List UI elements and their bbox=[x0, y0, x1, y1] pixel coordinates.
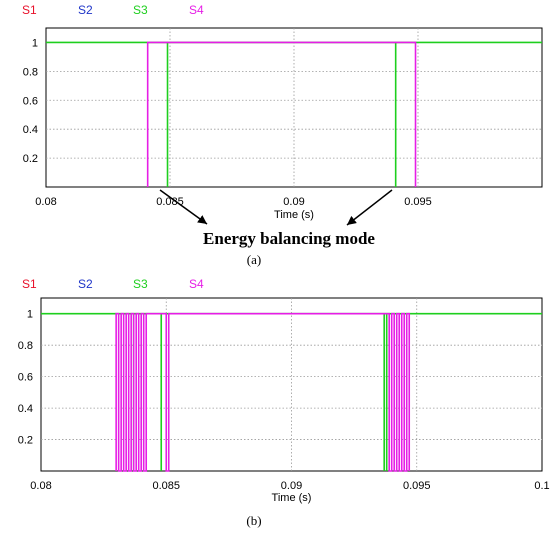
x-tick-label: 0.095 bbox=[404, 196, 432, 208]
legend-s2: S2 bbox=[78, 3, 93, 17]
legend-s3: S3 bbox=[133, 277, 148, 291]
y-tick-label: 1 bbox=[27, 309, 33, 321]
legend-s4: S4 bbox=[189, 277, 204, 291]
legend-s3: S3 bbox=[133, 3, 148, 17]
x-tick-label: 0.095 bbox=[403, 480, 431, 492]
y-tick-label: 0.4 bbox=[18, 403, 33, 415]
y-tick-label: 0.8 bbox=[18, 340, 33, 352]
x-tick-label: 0.09 bbox=[283, 196, 304, 208]
legend-s2: S2 bbox=[78, 277, 93, 291]
legend-s1: S1 bbox=[22, 277, 37, 291]
panel-b: S1 S2 S3 S4 0.2 0.4 0.6 0.8 1 0.08 0.085 0.09 0.095 0… bbox=[18, 277, 550, 528]
x-axis-label: Time (s) bbox=[274, 209, 314, 221]
y-tick-label: 1 bbox=[32, 37, 38, 49]
y-tick-label: 0.8 bbox=[23, 66, 38, 78]
panel-a: S1 S2 S3 S4 0.2 0.4 0.6 0.8 1 0.08 0.085 0.09 0.095 T… bbox=[22, 3, 543, 267]
y-tick-label: 0.2 bbox=[18, 435, 33, 447]
x-axis-label: Time (s) bbox=[272, 492, 312, 504]
y-tick-label: 0.6 bbox=[23, 95, 38, 107]
x-tick-label: 0.08 bbox=[30, 480, 51, 492]
legend-s1: S1 bbox=[22, 3, 37, 17]
plot-frame bbox=[45, 27, 543, 188]
annotation-arrow-left bbox=[159, 189, 208, 225]
y-tick-label: 0.6 bbox=[18, 372, 33, 384]
y-tick-label: 0.4 bbox=[23, 124, 38, 136]
panel-caption: (a) bbox=[247, 252, 261, 267]
x-tick-label: 0.085 bbox=[152, 480, 180, 492]
x-tick-label: 0.1 bbox=[534, 480, 549, 492]
y-tick-label: 0.2 bbox=[23, 153, 38, 165]
series-line-s4 bbox=[115, 312, 411, 472]
x-tick-label: 0.085 bbox=[156, 196, 184, 208]
x-tick-label: 0.08 bbox=[35, 196, 56, 208]
annotation-text: Energy balancing mode bbox=[203, 229, 375, 248]
annotation-arrow-right bbox=[346, 189, 393, 226]
x-tick-label: 0.09 bbox=[281, 480, 302, 492]
series-line-s4 bbox=[146, 41, 417, 187]
legend-s4: S4 bbox=[189, 3, 204, 17]
panel-caption: (b) bbox=[246, 513, 261, 528]
